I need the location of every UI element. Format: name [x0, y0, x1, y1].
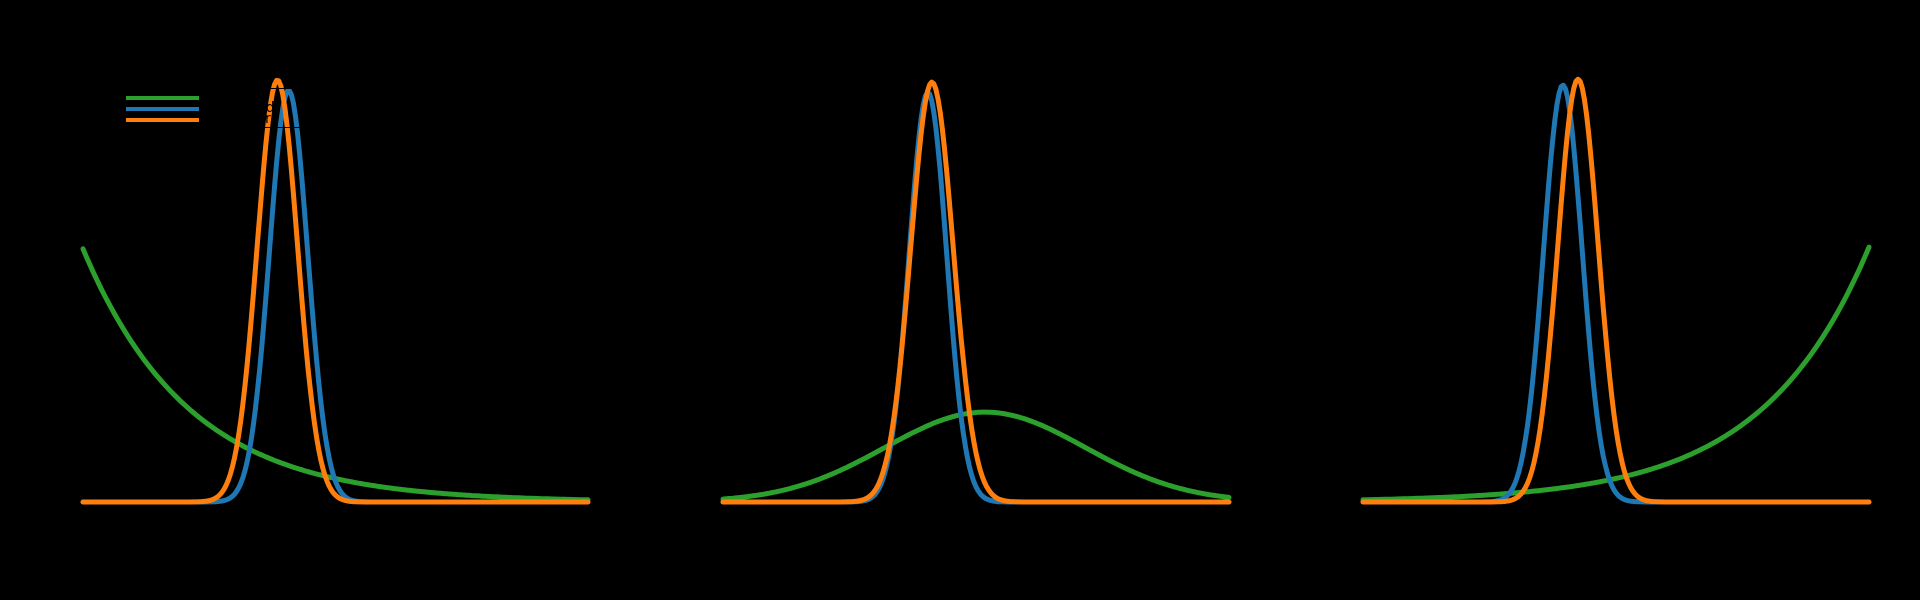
- left-panel-likelihood-curve: [80, 87, 591, 505]
- legend-swatch-posterior: [126, 117, 199, 122]
- legend-swatch-likelihood: [126, 106, 199, 111]
- right-panel-prior-curve: [1360, 244, 1872, 503]
- legend-label-posterior: posterior: [208, 111, 271, 127]
- left-panel-posterior-curve: [80, 77, 591, 505]
- center-panel-prior-curve: [720, 409, 1232, 502]
- legend-row-posterior: posterior: [126, 111, 299, 127]
- legend: prior likelihood posterior: [117, 88, 308, 128]
- right-panel-posterior-curve: [1360, 76, 1872, 505]
- legend-swatch-prior: [126, 95, 199, 100]
- legend-label-prior: prior: [208, 89, 241, 105]
- left-panel-prior-curve: [80, 246, 591, 503]
- legend-label-likelihood: likelihood: [208, 100, 275, 116]
- center-panel-posterior-curve: [720, 79, 1232, 505]
- legend-row-prior: prior: [126, 89, 299, 105]
- legend-row-likelihood: likelihood: [126, 100, 299, 116]
